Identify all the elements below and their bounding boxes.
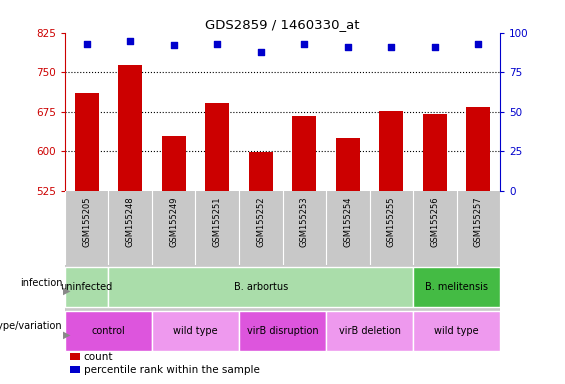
Bar bbox=[292, 116, 316, 191]
Text: wild type: wild type bbox=[173, 326, 218, 336]
Text: virB deletion: virB deletion bbox=[338, 326, 401, 336]
Text: GSM155248: GSM155248 bbox=[126, 197, 134, 247]
Text: ▶: ▶ bbox=[63, 286, 71, 296]
Text: GSM155205: GSM155205 bbox=[82, 197, 91, 247]
Point bbox=[125, 38, 134, 44]
Point bbox=[212, 41, 221, 47]
Text: infection: infection bbox=[20, 278, 62, 288]
Text: GSM155253: GSM155253 bbox=[300, 197, 308, 247]
Bar bbox=[108, 267, 413, 307]
Bar bbox=[65, 311, 152, 351]
Text: wild type: wild type bbox=[434, 326, 479, 336]
Bar bbox=[326, 311, 413, 351]
Bar bbox=[162, 136, 186, 191]
Bar bbox=[249, 152, 273, 191]
Bar bbox=[152, 311, 239, 351]
Bar bbox=[379, 111, 403, 191]
Bar bbox=[336, 137, 360, 191]
Text: GSM155256: GSM155256 bbox=[431, 197, 439, 247]
Point bbox=[169, 42, 178, 48]
Bar bbox=[239, 311, 326, 351]
Bar bbox=[118, 65, 142, 191]
Legend: count, percentile rank within the sample: count, percentile rank within the sample bbox=[70, 352, 259, 375]
Point bbox=[430, 44, 439, 50]
Bar bbox=[466, 107, 490, 191]
Bar bbox=[423, 114, 447, 191]
Text: GSM155255: GSM155255 bbox=[387, 197, 396, 247]
Text: GSM155252: GSM155252 bbox=[257, 197, 265, 247]
Bar bbox=[65, 267, 108, 307]
Point bbox=[386, 44, 396, 50]
Bar bbox=[205, 103, 229, 191]
Point bbox=[82, 41, 92, 47]
Point bbox=[256, 48, 265, 55]
Text: virB disruption: virB disruption bbox=[247, 326, 318, 336]
Point bbox=[299, 41, 308, 47]
Text: B. melitensis: B. melitensis bbox=[425, 282, 488, 292]
Bar bbox=[413, 311, 500, 351]
Text: GSM155251: GSM155251 bbox=[213, 197, 221, 247]
Text: control: control bbox=[92, 326, 125, 336]
Point bbox=[473, 41, 483, 47]
Text: B. arbortus: B. arbortus bbox=[233, 282, 288, 292]
Text: GSM155249: GSM155249 bbox=[170, 197, 178, 247]
Bar bbox=[75, 93, 99, 191]
Text: GSM155257: GSM155257 bbox=[474, 197, 483, 247]
Text: uninfected: uninfected bbox=[60, 282, 113, 292]
Bar bbox=[413, 267, 500, 307]
Text: genotype/variation: genotype/variation bbox=[0, 321, 62, 331]
Title: GDS2859 / 1460330_at: GDS2859 / 1460330_at bbox=[205, 18, 360, 31]
Point bbox=[343, 44, 352, 50]
Text: GSM155254: GSM155254 bbox=[344, 197, 352, 247]
Text: ▶: ▶ bbox=[63, 329, 71, 339]
